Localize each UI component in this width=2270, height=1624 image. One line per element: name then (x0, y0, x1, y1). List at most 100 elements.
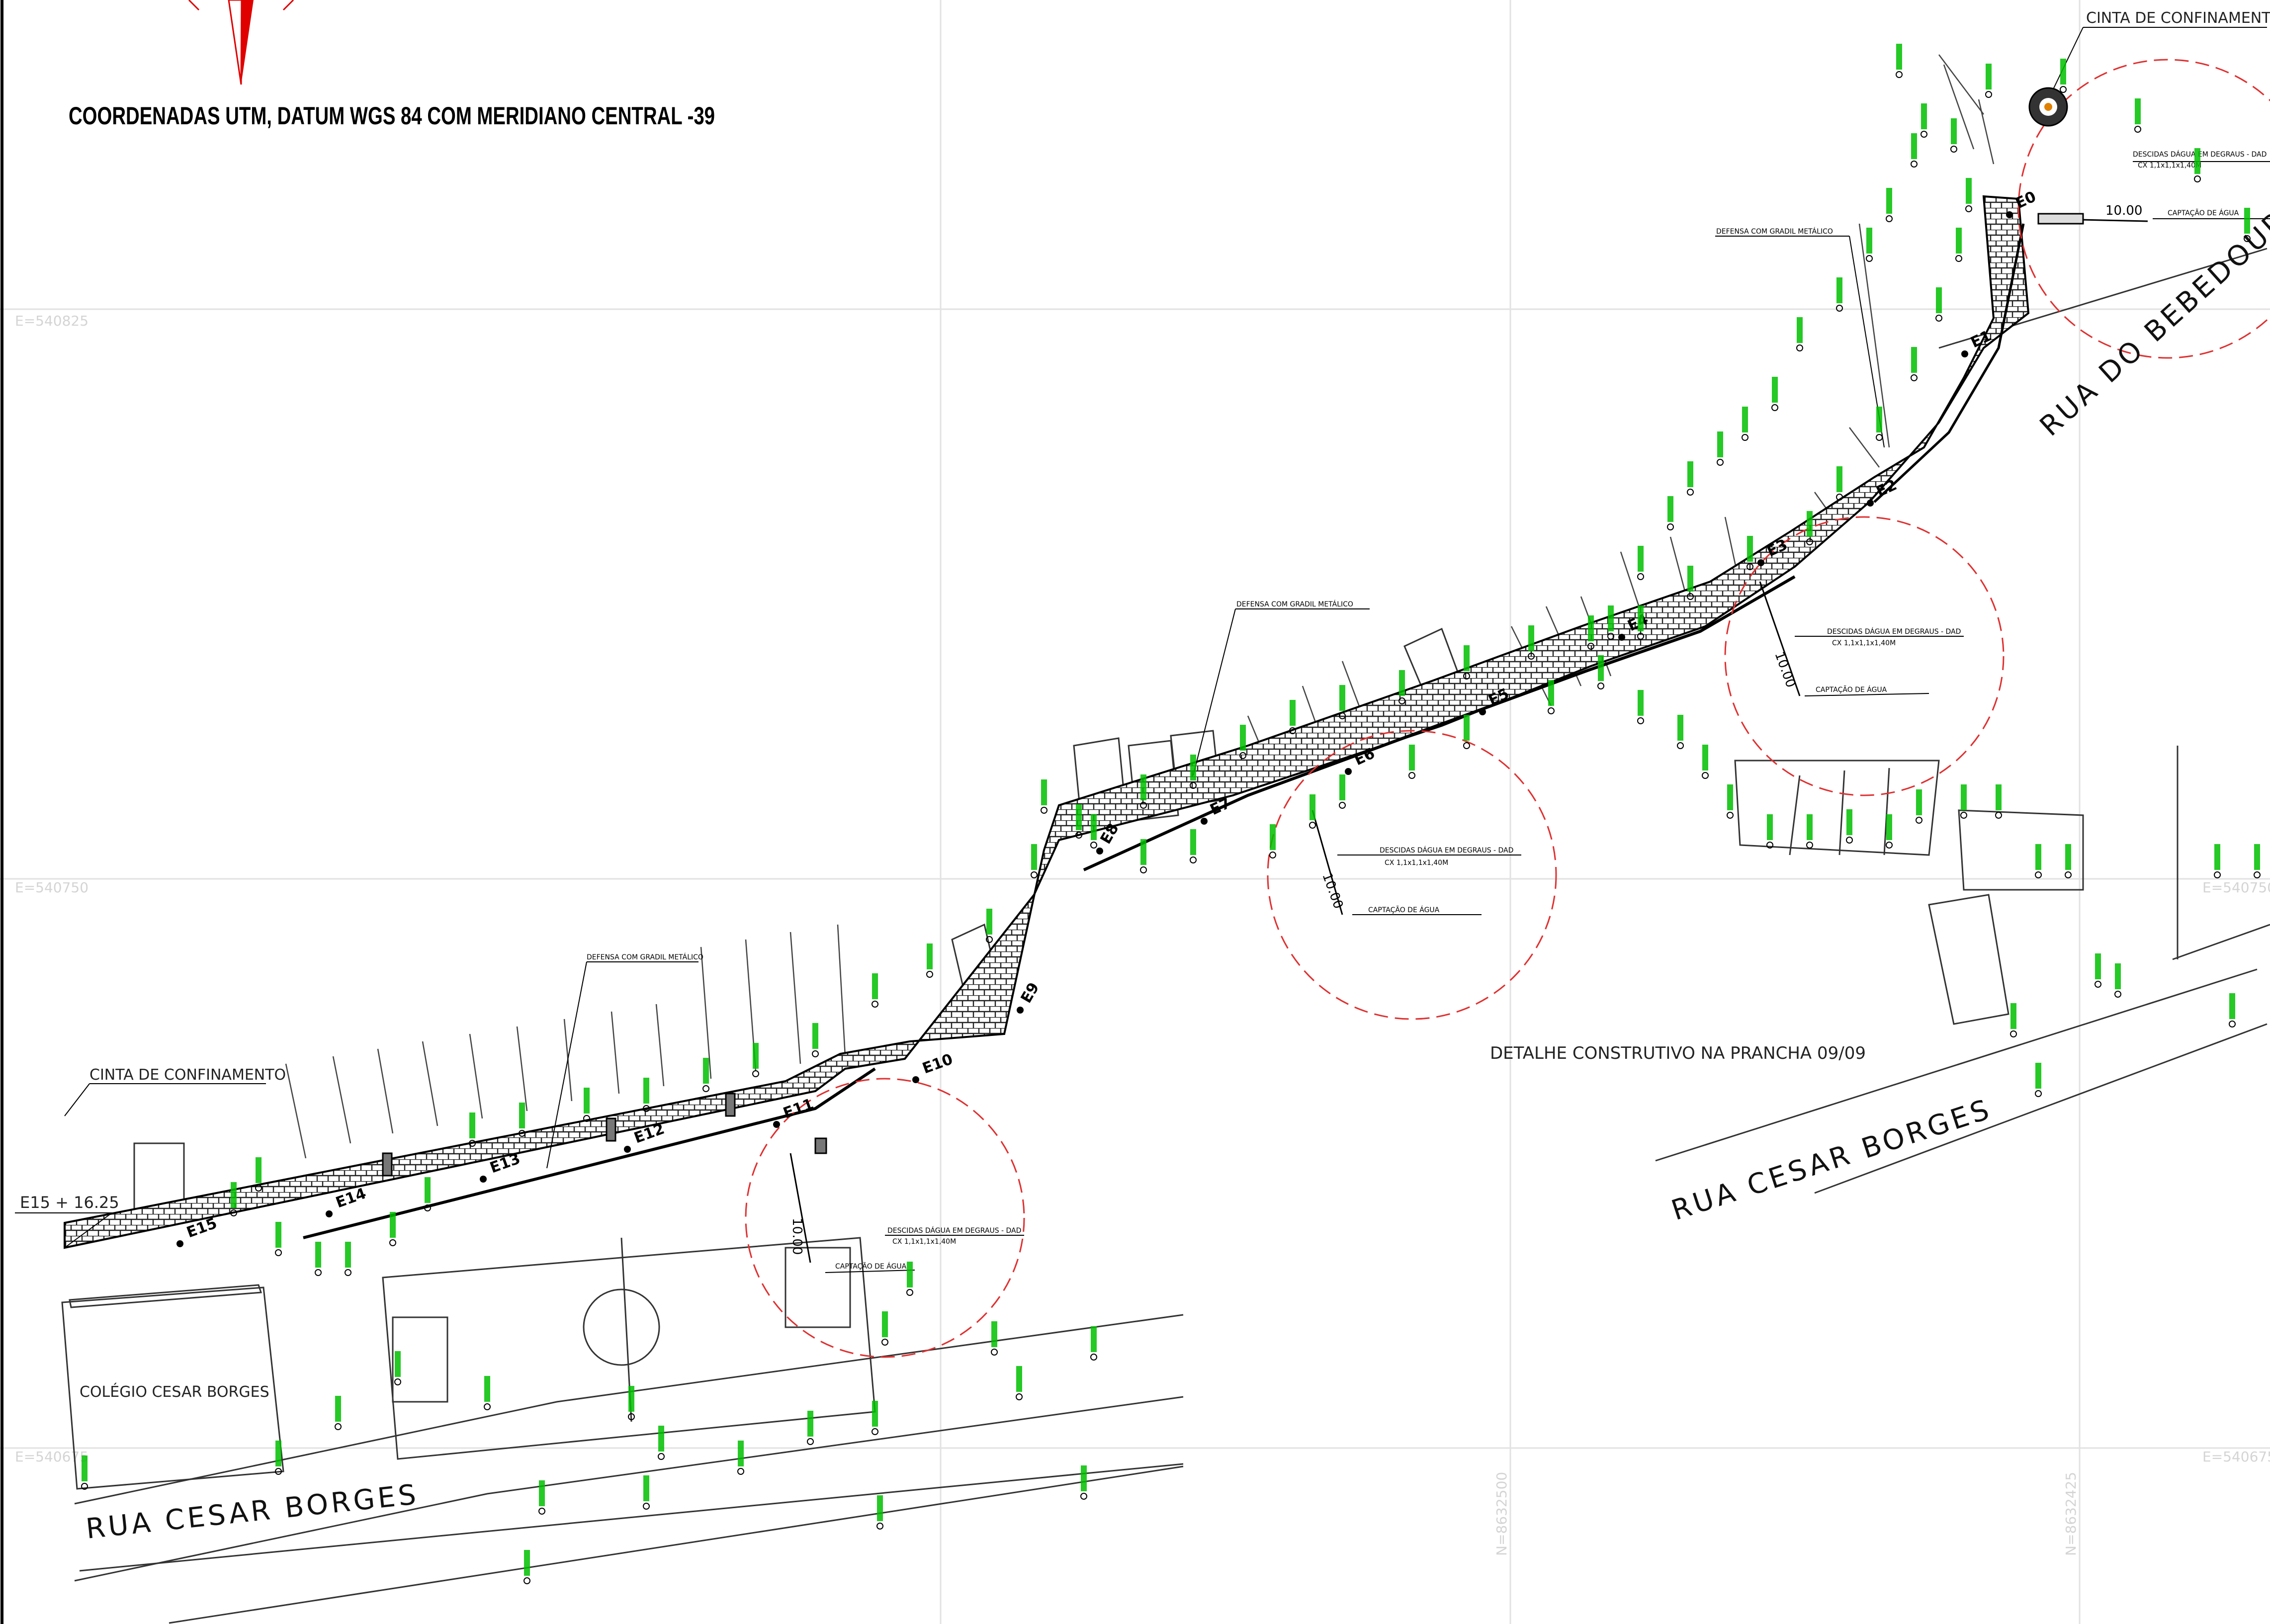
survey-point (1702, 772, 1709, 779)
survey-point (1289, 727, 1296, 734)
elevation-tick (1290, 700, 1296, 726)
survey-point (1463, 742, 1470, 749)
survey-point (469, 1140, 476, 1147)
station-marker: E10 (912, 1050, 955, 1083)
elevation-tick (1464, 715, 1470, 741)
survey-point (1548, 707, 1555, 714)
survey-point (1269, 852, 1276, 858)
cx-label-2: CX 1,1x1,1x1,40M (1385, 859, 1448, 867)
elevation-tick (469, 1112, 475, 1138)
detalhe-construtivo-label: DETALHE CONSTRUTIVO NA PRANCHA 09/09 (1490, 1043, 1866, 1063)
elevation-tick (991, 1321, 997, 1347)
survey-point (1016, 1393, 1023, 1400)
elevation-tick (2065, 844, 2071, 870)
station-label: E9 (1018, 980, 1043, 1006)
elevation-tick (1772, 377, 1778, 403)
elevation-tick (1528, 625, 1534, 651)
elevation-tick (1638, 690, 1644, 716)
survey-point (1239, 752, 1246, 759)
elevation-tick (812, 1023, 818, 1049)
elevation-tick (2214, 844, 2220, 870)
captacao-label-2: CAPTAÇÃO DE ÁGUA (1368, 906, 1440, 914)
cinta-de-confinamento-label-right: CINTA DE CONFINAMENTO (2086, 9, 2270, 27)
survey-point (484, 1403, 491, 1410)
survey-point (926, 971, 933, 978)
elevation-tick (907, 1262, 913, 1287)
survey-point (1075, 832, 1082, 839)
survey-point (1995, 812, 2002, 819)
elevation-tick (539, 1480, 545, 1506)
survey-point (1746, 563, 1753, 570)
survey-point (1886, 215, 1893, 222)
survey-point (1031, 871, 1038, 878)
north-arrow-icon (188, 0, 294, 85)
survey-point (1339, 712, 1346, 719)
elevation-tick (1140, 839, 1146, 865)
survey-point (1398, 697, 1405, 704)
survey-point (1896, 71, 1903, 78)
elevation-tick (1866, 228, 1872, 254)
colegio-label: COLÉGIO CESAR BORGES (80, 1383, 269, 1401)
survey-point (1796, 344, 1803, 351)
elevation-tick (2060, 59, 2066, 85)
len-label-4: 10.00 (2105, 203, 2142, 218)
survey-point (1935, 315, 1942, 322)
survey-point (876, 1523, 883, 1530)
elevation-tick (1548, 680, 1554, 706)
grid-label-e540675-left: E=540675 (15, 1449, 88, 1465)
elevation-tick (1638, 546, 1644, 572)
survey-point (658, 1453, 665, 1460)
survey-point (538, 1508, 545, 1515)
survey-point (807, 1438, 814, 1445)
station-point (480, 1176, 487, 1183)
elevation-tick (345, 1242, 351, 1268)
elevation-tick (1339, 774, 1345, 800)
survey-point (81, 1483, 88, 1490)
elevation-tick (1846, 809, 1852, 835)
elevation-tick (1921, 103, 1927, 129)
survey-point (872, 1428, 878, 1435)
grid-label-e540750-left: E=540750 (15, 879, 88, 896)
elevation-tick (1767, 814, 1773, 840)
survey-point (1717, 459, 1724, 466)
cx-label-3: CX 1,1x1,1x1,40M (1832, 639, 1896, 647)
survey-point (389, 1239, 396, 1246)
survey-point (1528, 653, 1535, 660)
station-point (624, 1146, 631, 1153)
cx-label-1: CX 1,1x1,1x1,40M (892, 1238, 956, 1246)
grid-labels: E=540825 E=540750 E=540750 E=540675 E=54… (15, 313, 2270, 1556)
elevation-tick (753, 1043, 759, 1069)
survey-point (1950, 146, 1957, 153)
grid-label-n8632500: N=8632500 (1493, 1472, 1510, 1556)
survey-point (2254, 871, 2261, 878)
station-marker: E11 (773, 1095, 816, 1128)
elevation-tick (1687, 461, 1693, 487)
start-station-label: E15 + 16.25 (20, 1193, 119, 1212)
survey-point (1687, 593, 1694, 600)
elevation-tick (1986, 64, 1992, 89)
boundary-lines (285, 54, 1995, 1159)
len-label-2: 10.00 (1319, 871, 1346, 911)
elevation-tick (1807, 814, 1813, 840)
descida-label-1: DESCIDAS DÁGUA EM DEGRAUS - DAD (887, 1226, 1021, 1235)
survey-point (906, 1289, 913, 1296)
survey-point (2010, 1030, 2017, 1037)
survey-point (752, 1070, 759, 1077)
elevation-tick (1638, 605, 1644, 631)
survey-point (230, 1209, 237, 1216)
survey-point (2114, 991, 2121, 998)
elevation-tick (927, 943, 933, 969)
elevation-tick (807, 1411, 813, 1437)
survey-point (1836, 305, 1843, 312)
elevation-tick (872, 973, 878, 999)
descida-label-2: DESCIDAS DÁGUA EM DEGRAUS - DAD (1380, 846, 1513, 855)
survey-point (519, 1130, 525, 1137)
street-names: RUA CESAR BORGES RUA CESAR BORGES RUA DO… (80, 187, 2270, 1545)
elevation-tick (1876, 407, 1882, 432)
elevation-tick (658, 1426, 664, 1452)
survey-point (1140, 802, 1147, 809)
elevation-tick (1399, 670, 1405, 696)
elevation-tick (2035, 844, 2041, 870)
